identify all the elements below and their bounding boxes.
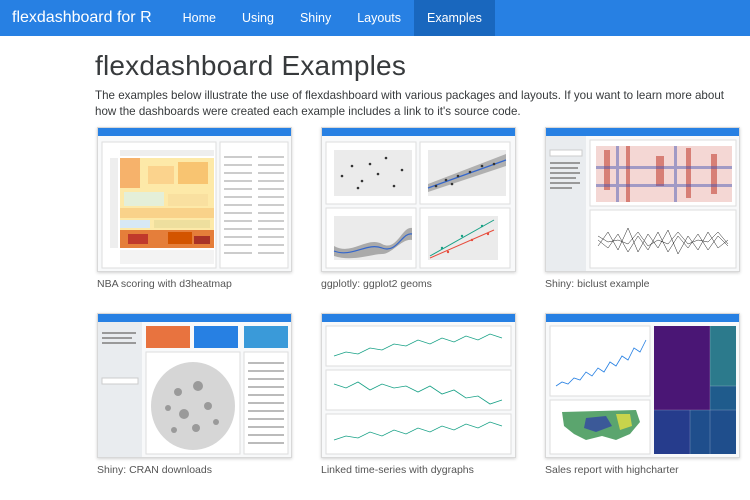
example-card-cran[interactable]: Shiny: CRAN downloads (97, 313, 292, 476)
example-card-ggplotly[interactable]: ggplotly: ggplot2 geoms (321, 127, 516, 290)
example-card-dygraphs[interactable]: Linked time-series with dygraphs (321, 313, 516, 476)
caption-biclust[interactable]: Shiny: biclust example (545, 278, 650, 290)
intro-text: The examples below illustrate the use of… (95, 89, 724, 118)
thumbnail-cran[interactable] (97, 313, 292, 458)
example-card-biclust[interactable]: Shiny: biclust example (545, 127, 740, 290)
caption-dygraphs[interactable]: Linked time-series with dygraphs (321, 464, 474, 476)
thumbnail-dygraphs[interactable] (321, 313, 516, 458)
nav-using[interactable]: Using (241, 11, 274, 25)
nav-layouts[interactable]: Layouts (357, 11, 402, 25)
thumbnail-highcharter[interactable] (545, 313, 740, 458)
nav-home[interactable]: Home (182, 11, 216, 25)
example-card-nba[interactable]: NBA scoring with d3heatmap (97, 127, 292, 290)
caption-highcharter[interactable]: Sales report with highcharter (545, 464, 679, 476)
caption-nba[interactable]: NBA scoring with d3heatmap (97, 278, 232, 290)
main-content: flexdashboard Examples The examples belo… (95, 36, 745, 120)
thumbnail-biclust[interactable] (545, 127, 740, 272)
caption-ggplotly[interactable]: ggplotly: ggplot2 geoms (321, 278, 432, 290)
caption-cran[interactable]: Shiny: CRAN downloads (97, 464, 212, 476)
nav-examples[interactable]: Examples (414, 0, 495, 36)
thumbnail-nba[interactable] (97, 127, 292, 272)
nav-shiny[interactable]: Shiny (299, 11, 332, 25)
thumbnail-ggplotly[interactable] (321, 127, 516, 272)
example-card-highcharter[interactable]: Sales report with highcharter (545, 313, 740, 476)
page-title: flexdashboard Examples (95, 50, 407, 81)
top-navbar: flexdashboard for R Home Using Shiny Lay… (0, 0, 750, 36)
brand-link[interactable]: flexdashboard for R (12, 9, 152, 26)
